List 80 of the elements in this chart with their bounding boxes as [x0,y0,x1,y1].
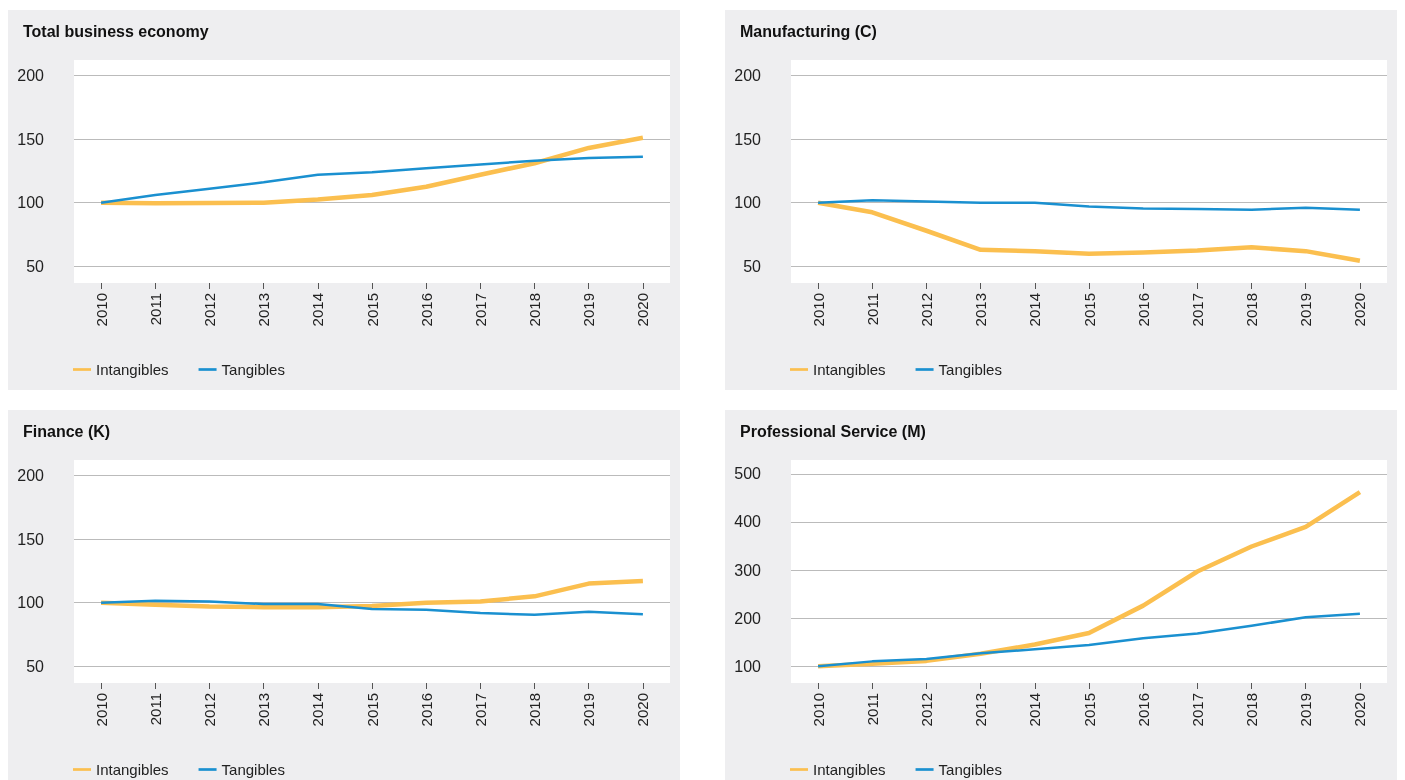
x-tick-label: 2013 [255,693,273,727]
line-series [815,200,1363,263]
x-tick-label: 2016 [417,293,435,327]
line-series [99,599,645,617]
x-tick-label: 2019 [580,693,598,727]
y-tick-label: 400 [734,513,762,531]
x-tick-label: 2018 [1243,293,1261,327]
y-tick-label: 200 [17,466,45,484]
y-tick-label: 150 [734,130,762,148]
legend-label: Intangibles [813,361,886,378]
line-series [816,612,1362,668]
x-tick-label: 2013 [972,293,990,327]
y-tick-label: 200 [734,66,762,84]
y-tick-label: 50 [26,657,45,675]
x-tick-label: 2014 [309,693,327,727]
x-tick-label: 2017 [1188,693,1206,727]
line-series [816,198,1362,211]
y-tick-label: 50 [743,257,762,275]
x-tick-label: 2016 [417,693,435,727]
x-tick-label: 2015 [363,693,381,727]
legend-label: Tangibles [221,361,285,378]
x-tick-label: 2018 [526,293,544,327]
x-tick-label: 2011 [146,293,164,326]
legend-label: Tangibles [938,761,1002,778]
y-tick-label: 150 [17,130,45,148]
x-tick-label: 2017 [471,293,489,327]
x-tick-label: 2010 [809,293,827,327]
x-tick-label: 2015 [363,293,381,327]
chart-title: Total business economy [23,22,209,40]
x-tick-label: 2017 [1188,293,1206,327]
x-tick-label: 2012 [917,693,935,727]
x-tick-label: 2010 [92,293,110,327]
x-tick-label: 2020 [634,693,652,727]
x-tick-label: 2017 [471,693,489,727]
x-tick-label: 2014 [1026,293,1044,327]
y-tick-label: 100 [734,657,762,675]
x-tick-label: 2020 [1351,293,1369,327]
x-tick-label: 2014 [1026,693,1044,727]
x-tick-label: 2018 [1243,693,1261,727]
y-tick-label: 150 [17,530,45,548]
x-tick-label: 2010 [92,693,110,727]
x-tick-label: 2016 [1134,693,1152,727]
y-tick-label: 100 [17,594,45,612]
legend-label: Tangibles [221,761,285,778]
legend-label: Intangibles [96,361,169,378]
legend-label: Intangibles [96,761,169,778]
chart-title: Finance (K) [23,422,111,440]
x-tick-label: 2012 [200,693,218,727]
x-tick-label: 2016 [1134,293,1152,327]
x-tick-label: 2019 [1297,293,1315,327]
y-tick-label: 200 [17,66,45,84]
line-series [98,578,646,610]
x-tick-label: 2013 [255,293,273,327]
x-tick-label: 2019 [1297,693,1315,727]
x-tick-label: 2019 [580,293,598,327]
x-tick-label: 2014 [309,293,327,327]
x-tick-label: 2015 [1080,693,1098,727]
y-tick-label: 300 [734,561,762,579]
x-tick-label: 2015 [1080,293,1098,327]
x-tick-label: 2020 [634,293,652,327]
y-tick-label: 50 [26,257,45,275]
y-tick-label: 500 [734,465,762,483]
x-tick-label: 2018 [526,693,544,727]
x-tick-label: 2013 [972,693,990,727]
line-series [99,155,645,204]
legend-label: Intangibles [813,761,886,778]
line-series [98,135,646,206]
legend-label: Tangibles [938,361,1002,378]
x-tick-label: 2010 [809,693,827,727]
x-tick-label: 2020 [1351,693,1369,727]
x-tick-label: 2012 [917,293,935,327]
x-tick-label: 2011 [863,693,881,726]
y-tick-label: 100 [17,194,45,212]
chart-title: Professional Service (M) [740,422,926,440]
x-tick-label: 2012 [200,293,218,327]
x-tick-label: 2011 [863,293,881,326]
x-tick-label: 2011 [146,693,164,726]
chart-title: Manufacturing (C) [740,22,877,40]
y-tick-label: 200 [734,609,762,627]
y-tick-label: 100 [734,194,762,212]
